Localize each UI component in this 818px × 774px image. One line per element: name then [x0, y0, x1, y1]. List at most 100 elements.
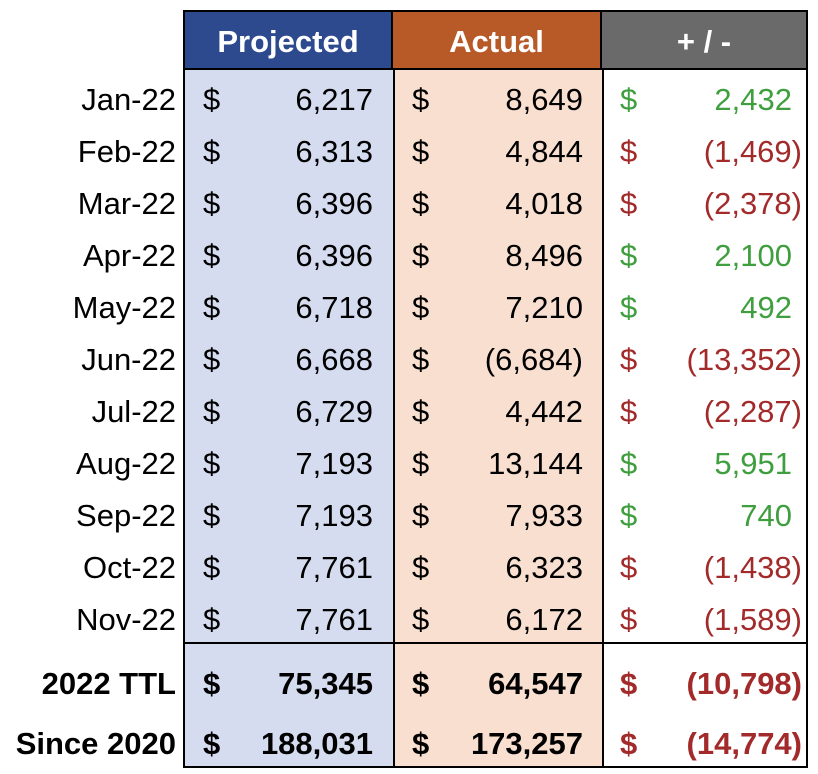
- diff-value: 5,951: [714, 446, 792, 481]
- currency-symbol: $: [620, 290, 638, 325]
- currency-symbol: $: [620, 134, 638, 169]
- row-label: Apr-22: [82, 238, 176, 273]
- currency-symbol: $: [620, 602, 638, 637]
- projected-value: 7,761: [295, 550, 373, 585]
- table-row: May-22 $6,718 $7,210 $492: [0, 282, 818, 334]
- projected-column-band: [183, 68, 393, 768]
- header-projected: Projected: [183, 10, 393, 70]
- row-label: Nov-22: [76, 602, 176, 637]
- currency-symbol: $: [620, 238, 638, 273]
- currency-symbol: $: [203, 134, 221, 169]
- projected-value: 75,345: [278, 666, 373, 701]
- projected-value: 6,718: [295, 290, 373, 325]
- diff-value: (13,352): [686, 342, 802, 377]
- actual-value: 4,442: [505, 394, 583, 429]
- currency-symbol: $: [620, 550, 638, 585]
- currency-symbol: $: [203, 82, 221, 117]
- currency-symbol: $: [412, 82, 430, 117]
- table-row: Feb-22 $6,313 $4,844 $ (1,469): [0, 126, 818, 178]
- projected-value: 6,668: [295, 342, 373, 377]
- currency-symbol: $: [412, 446, 430, 481]
- diff-value: 2,432: [714, 82, 792, 117]
- currency-symbol: $: [620, 82, 638, 117]
- diff-value: 740: [740, 498, 792, 533]
- diff-value: (10,798): [686, 666, 802, 701]
- row-label: Jul-22: [91, 394, 176, 429]
- diff-value: (2,287): [703, 394, 802, 429]
- currency-symbol: $: [620, 394, 638, 429]
- currency-symbol: $: [412, 602, 430, 637]
- row-label: May-22: [72, 290, 176, 325]
- header-actual: Actual: [391, 10, 602, 70]
- table-row: Apr-22 $6,396 $8,496 $2,100: [0, 230, 818, 282]
- table-bottom-border: [183, 766, 808, 768]
- table-row: Oct-22 $7,761 $6,323 $ (1,438): [0, 542, 818, 594]
- table-row: Jun-22 $6,668 $ (6,684) $ (13,352): [0, 334, 818, 386]
- total-row: Since 2020 $188,031 $173,257 $ (14,774): [0, 718, 818, 770]
- currency-symbol: $: [620, 186, 638, 221]
- diff-value: (1,589): [703, 602, 802, 637]
- currency-symbol: $: [203, 666, 221, 701]
- row-label: Oct-22: [82, 550, 176, 585]
- actual-value: 4,018: [505, 186, 583, 221]
- row-label: Sep-22: [76, 498, 176, 533]
- actual-value: 8,496: [505, 238, 583, 273]
- table-row: Jan-22 $6,217 $8,649 $2,432: [0, 74, 818, 126]
- currency-symbol: $: [203, 446, 221, 481]
- row-label: 2022 TTL: [41, 666, 176, 701]
- actual-column-band: [393, 68, 602, 768]
- table-row: Sep-22 $7,193 $7,933 $740: [0, 490, 818, 542]
- row-label: Jun-22: [81, 342, 176, 377]
- projected-value: 6,396: [295, 238, 373, 273]
- projected-value: 7,193: [295, 498, 373, 533]
- currency-symbol: $: [412, 550, 430, 585]
- diff-value: 492: [740, 290, 792, 325]
- actual-value: (6,684): [484, 342, 583, 377]
- table-row: Aug-22 $7,193 $13,144 $5,951: [0, 438, 818, 490]
- header-diff: + / -: [600, 10, 808, 70]
- row-label: Feb-22: [77, 134, 176, 169]
- projected-value: 6,217: [295, 82, 373, 117]
- currency-symbol: $: [620, 342, 638, 377]
- currency-symbol: $: [412, 134, 430, 169]
- currency-symbol: $: [412, 238, 430, 273]
- currency-symbol: $: [620, 666, 638, 701]
- currency-symbol: $: [412, 726, 430, 761]
- currency-symbol: $: [203, 290, 221, 325]
- currency-symbol: $: [412, 394, 430, 429]
- projected-value: 7,761: [295, 602, 373, 637]
- currency-symbol: $: [412, 666, 430, 701]
- actual-value: 6,172: [505, 602, 583, 637]
- currency-symbol: $: [412, 342, 430, 377]
- currency-symbol: $: [412, 498, 430, 533]
- row-label: Since 2020: [15, 726, 176, 761]
- currency-symbol: $: [203, 238, 221, 273]
- currency-symbol: $: [203, 394, 221, 429]
- currency-symbol: $: [203, 726, 221, 761]
- currency-symbol: $: [203, 498, 221, 533]
- actual-value: 4,844: [505, 134, 583, 169]
- table-body: Jan-22 $6,217 $8,649 $2,432 Feb-22 $6,313 $4,8…: [0, 74, 818, 770]
- diff-value: (1,469): [703, 134, 802, 169]
- row-label: Mar-22: [77, 186, 176, 221]
- currency-symbol: $: [620, 726, 638, 761]
- currency-symbol: $: [620, 446, 638, 481]
- actual-value: 6,323: [505, 550, 583, 585]
- row-label: Aug-22: [76, 446, 176, 481]
- table-row: Nov-22 $7,761 $6,172 $ (1,589): [0, 594, 818, 646]
- actual-value: 8,649: [505, 82, 583, 117]
- currency-symbol: $: [620, 498, 638, 533]
- projected-value: 7,193: [295, 446, 373, 481]
- actual-value: 13,144: [488, 446, 583, 481]
- actual-value: 7,933: [505, 498, 583, 533]
- currency-symbol: $: [412, 290, 430, 325]
- currency-symbol: $: [203, 550, 221, 585]
- actual-value: 64,547: [488, 666, 583, 701]
- actual-value: 173,257: [470, 726, 583, 761]
- currency-symbol: $: [203, 186, 221, 221]
- currency-symbol: $: [203, 602, 221, 637]
- diff-value: (1,438): [703, 550, 802, 585]
- table-row: Jul-22 $6,729 $4,442 $ (2,287): [0, 386, 818, 438]
- row-label: Jan-22: [81, 82, 176, 117]
